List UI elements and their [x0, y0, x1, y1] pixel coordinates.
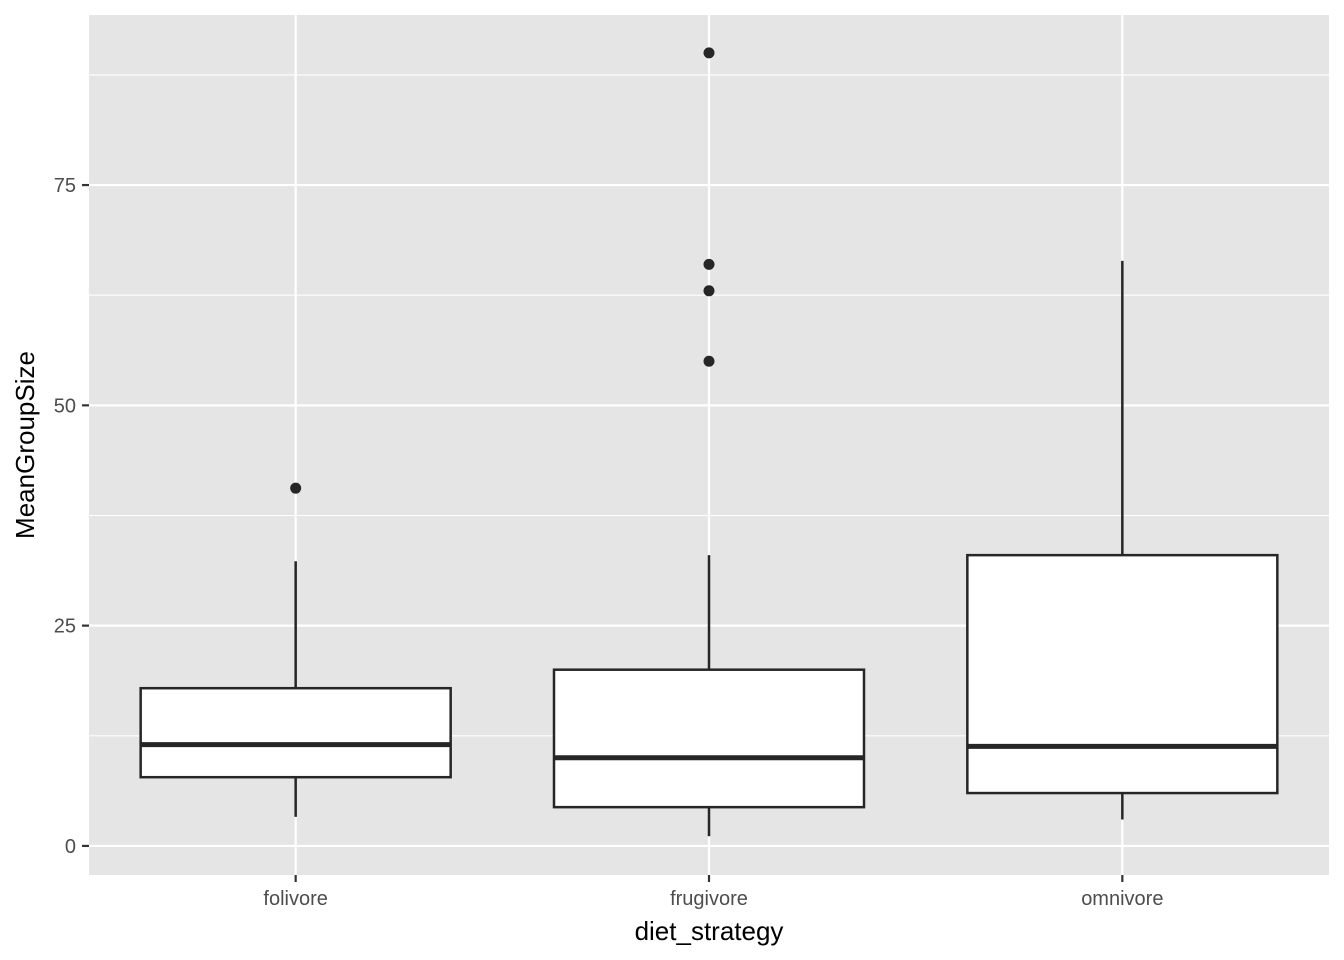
y-tick-label: 50	[54, 395, 76, 417]
y-axis: 0 25 50 75	[54, 175, 89, 858]
box-frugivore	[552, 47, 866, 837]
outlier-point	[703, 355, 715, 367]
y-tick-label: 75	[54, 175, 76, 197]
y-tick-label: 0	[65, 836, 76, 858]
outlier-point	[703, 258, 715, 270]
box-folivore	[139, 482, 452, 817]
box-iqr	[552, 668, 866, 809]
x-axis-title: diet_strategy	[635, 916, 784, 946]
x-tick-label: frugivore	[670, 888, 748, 910]
box-iqr	[139, 686, 452, 779]
x-tick-label: folivore	[263, 888, 327, 910]
x-axis: folivore frugivore omnivore	[263, 875, 1163, 910]
outlier-point	[703, 285, 715, 297]
boxes-layer	[139, 47, 1279, 837]
y-axis-title: MeanGroupSize	[10, 351, 40, 539]
box-omnivore	[966, 260, 1279, 820]
outlier-point	[290, 482, 302, 494]
box-iqr	[966, 553, 1279, 795]
x-tick-label: omnivore	[1081, 888, 1163, 910]
outlier-point	[703, 47, 715, 59]
y-tick-label: 25	[54, 616, 76, 638]
